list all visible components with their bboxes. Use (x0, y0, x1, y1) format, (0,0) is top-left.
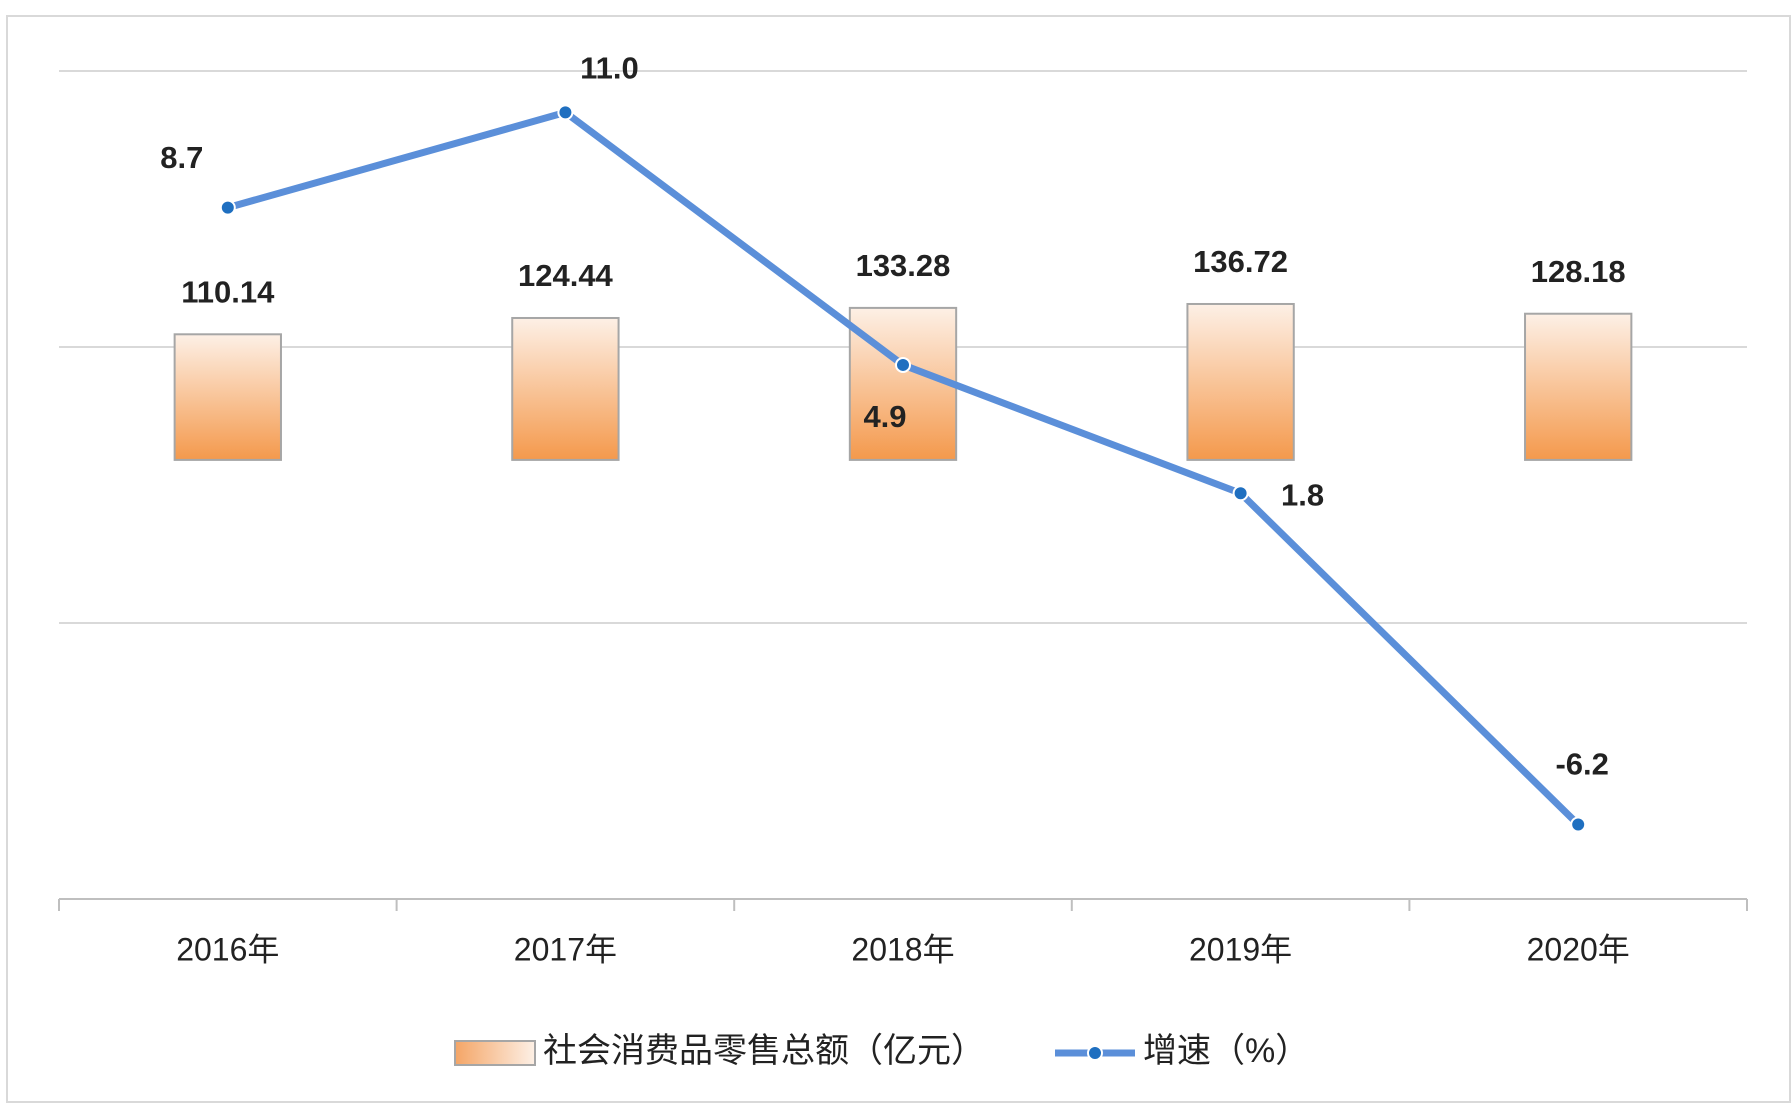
bar-value-label: 133.28 (856, 248, 951, 283)
bar (848, 306, 958, 461)
line-series (219, 104, 1587, 833)
line-point (1570, 816, 1587, 833)
x-tick-label: 2020年 (1527, 931, 1630, 967)
bars (173, 302, 1633, 461)
bar (511, 316, 620, 461)
x-axis: 2016年 2017年 2018年 2019年 2020年 (58, 899, 1748, 967)
bar-value-label: 128.18 (1531, 254, 1626, 289)
bar-value-label: 110.14 (181, 274, 275, 309)
x-tick-label: 2016年 (176, 931, 279, 967)
line-point (895, 356, 911, 373)
line-value-label: 8.7 (160, 140, 203, 175)
legend-marker (1087, 1045, 1103, 1061)
labels: 110.14 124.44 133.28 136.72 128.18 8.7 11.0 4.9… (160, 51, 1625, 782)
x-tick-label: 2019年 (1189, 931, 1292, 967)
line-value-label: 4.9 (863, 399, 906, 434)
legend-label: 增速（%） (1143, 1032, 1309, 1070)
bar (1524, 312, 1633, 461)
line-point (1232, 485, 1249, 502)
bar-value-label: 136.72 (1193, 244, 1288, 279)
chart-frame (6, 15, 1791, 1103)
bar (173, 333, 282, 461)
x-tick-label: 2017年 (514, 931, 617, 967)
x-tick-label: 2018年 (851, 931, 954, 967)
legend-swatch (454, 1040, 536, 1066)
bar-value-label: 124.44 (518, 258, 614, 293)
line-value-label: -6.2 (1555, 747, 1608, 782)
legend-label: 社会消费品零售总额（亿元） (543, 1032, 985, 1070)
line-point (557, 104, 574, 121)
line-value-label: 1.8 (1281, 477, 1324, 512)
legend: 社会消费品零售总额（亿元） 增速（%） (454, 1032, 1309, 1070)
line-point (219, 199, 236, 216)
bar (1186, 302, 1295, 461)
line-value-label: 11.0 (580, 51, 639, 86)
